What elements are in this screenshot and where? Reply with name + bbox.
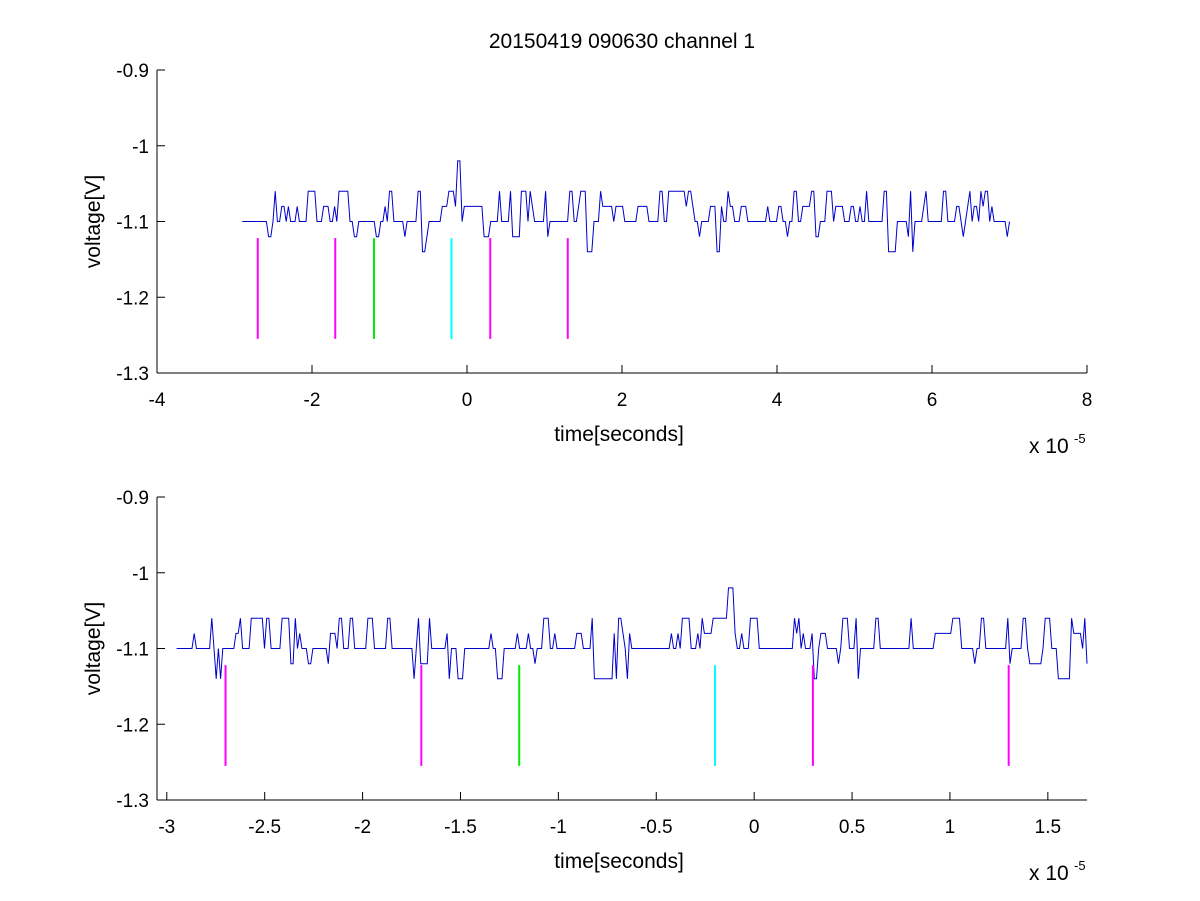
x-tick-label: -3 <box>158 817 175 838</box>
x-tick-label: -0.5 <box>640 817 673 838</box>
chart-title: 20150419 090630 channel 1 <box>489 30 755 53</box>
x-tick-label: -4 <box>149 390 166 411</box>
x-tick-label: 2 <box>617 390 628 411</box>
y-tick-label: -1.3 <box>116 791 149 812</box>
x-tick-label: 0 <box>749 817 760 838</box>
x-exponent: -5 <box>1074 431 1086 446</box>
x-tick-label: -2.5 <box>248 817 281 838</box>
y-tick-label: -0.9 <box>116 61 149 82</box>
x-exponent-label: x 10 <box>1029 435 1069 458</box>
x-tick-label: 0.5 <box>839 817 865 838</box>
y-tick-label: -1 <box>132 564 149 585</box>
y-tick-label: -1.2 <box>116 715 149 736</box>
x-tick-label: 1.5 <box>1035 817 1061 838</box>
x-tick-label: -2 <box>304 390 321 411</box>
x-tick-label: 4 <box>772 390 783 411</box>
y-tick-label: -1.1 <box>116 640 149 661</box>
y-tick-label: -0.9 <box>116 488 149 509</box>
signal-line <box>242 160 1010 253</box>
y-tick-label: -1.1 <box>116 213 149 234</box>
signal-line <box>176 587 1088 680</box>
x-axis-label: time[seconds] <box>554 423 684 446</box>
top-plot: -1.3 -1.2 -1.1 -1 -0.9 -4 -2 0 2 4 6 8 time[seconds]… <box>82 61 1092 458</box>
y-tick-label: -1.3 <box>116 364 149 385</box>
x-tick-label: 0 <box>462 390 473 411</box>
x-tick-label: 1 <box>945 817 956 838</box>
y-tick-label: -1.2 <box>116 288 149 309</box>
x-tick-label: 6 <box>927 390 938 411</box>
y-axis-label: voltage[V] <box>82 175 105 268</box>
x-tick-label: -1.5 <box>444 817 477 838</box>
y-tick-label: -1 <box>132 137 149 158</box>
x-tick-label: -1 <box>550 817 567 838</box>
bottom-plot: -1.3 -1.2 -1.1 -1 -0.9 -3 -2.5 -2 -1.5 -1 -0.5 0 0.5… <box>82 488 1088 885</box>
x-axis-label: time[seconds] <box>554 850 684 873</box>
x-tick-label: -2 <box>354 817 371 838</box>
x-exponent: -5 <box>1074 858 1086 873</box>
x-exponent-label: x 10 <box>1029 862 1069 885</box>
y-axis-label: voltage[V] <box>82 602 105 695</box>
x-tick-label: 8 <box>1082 390 1093 411</box>
